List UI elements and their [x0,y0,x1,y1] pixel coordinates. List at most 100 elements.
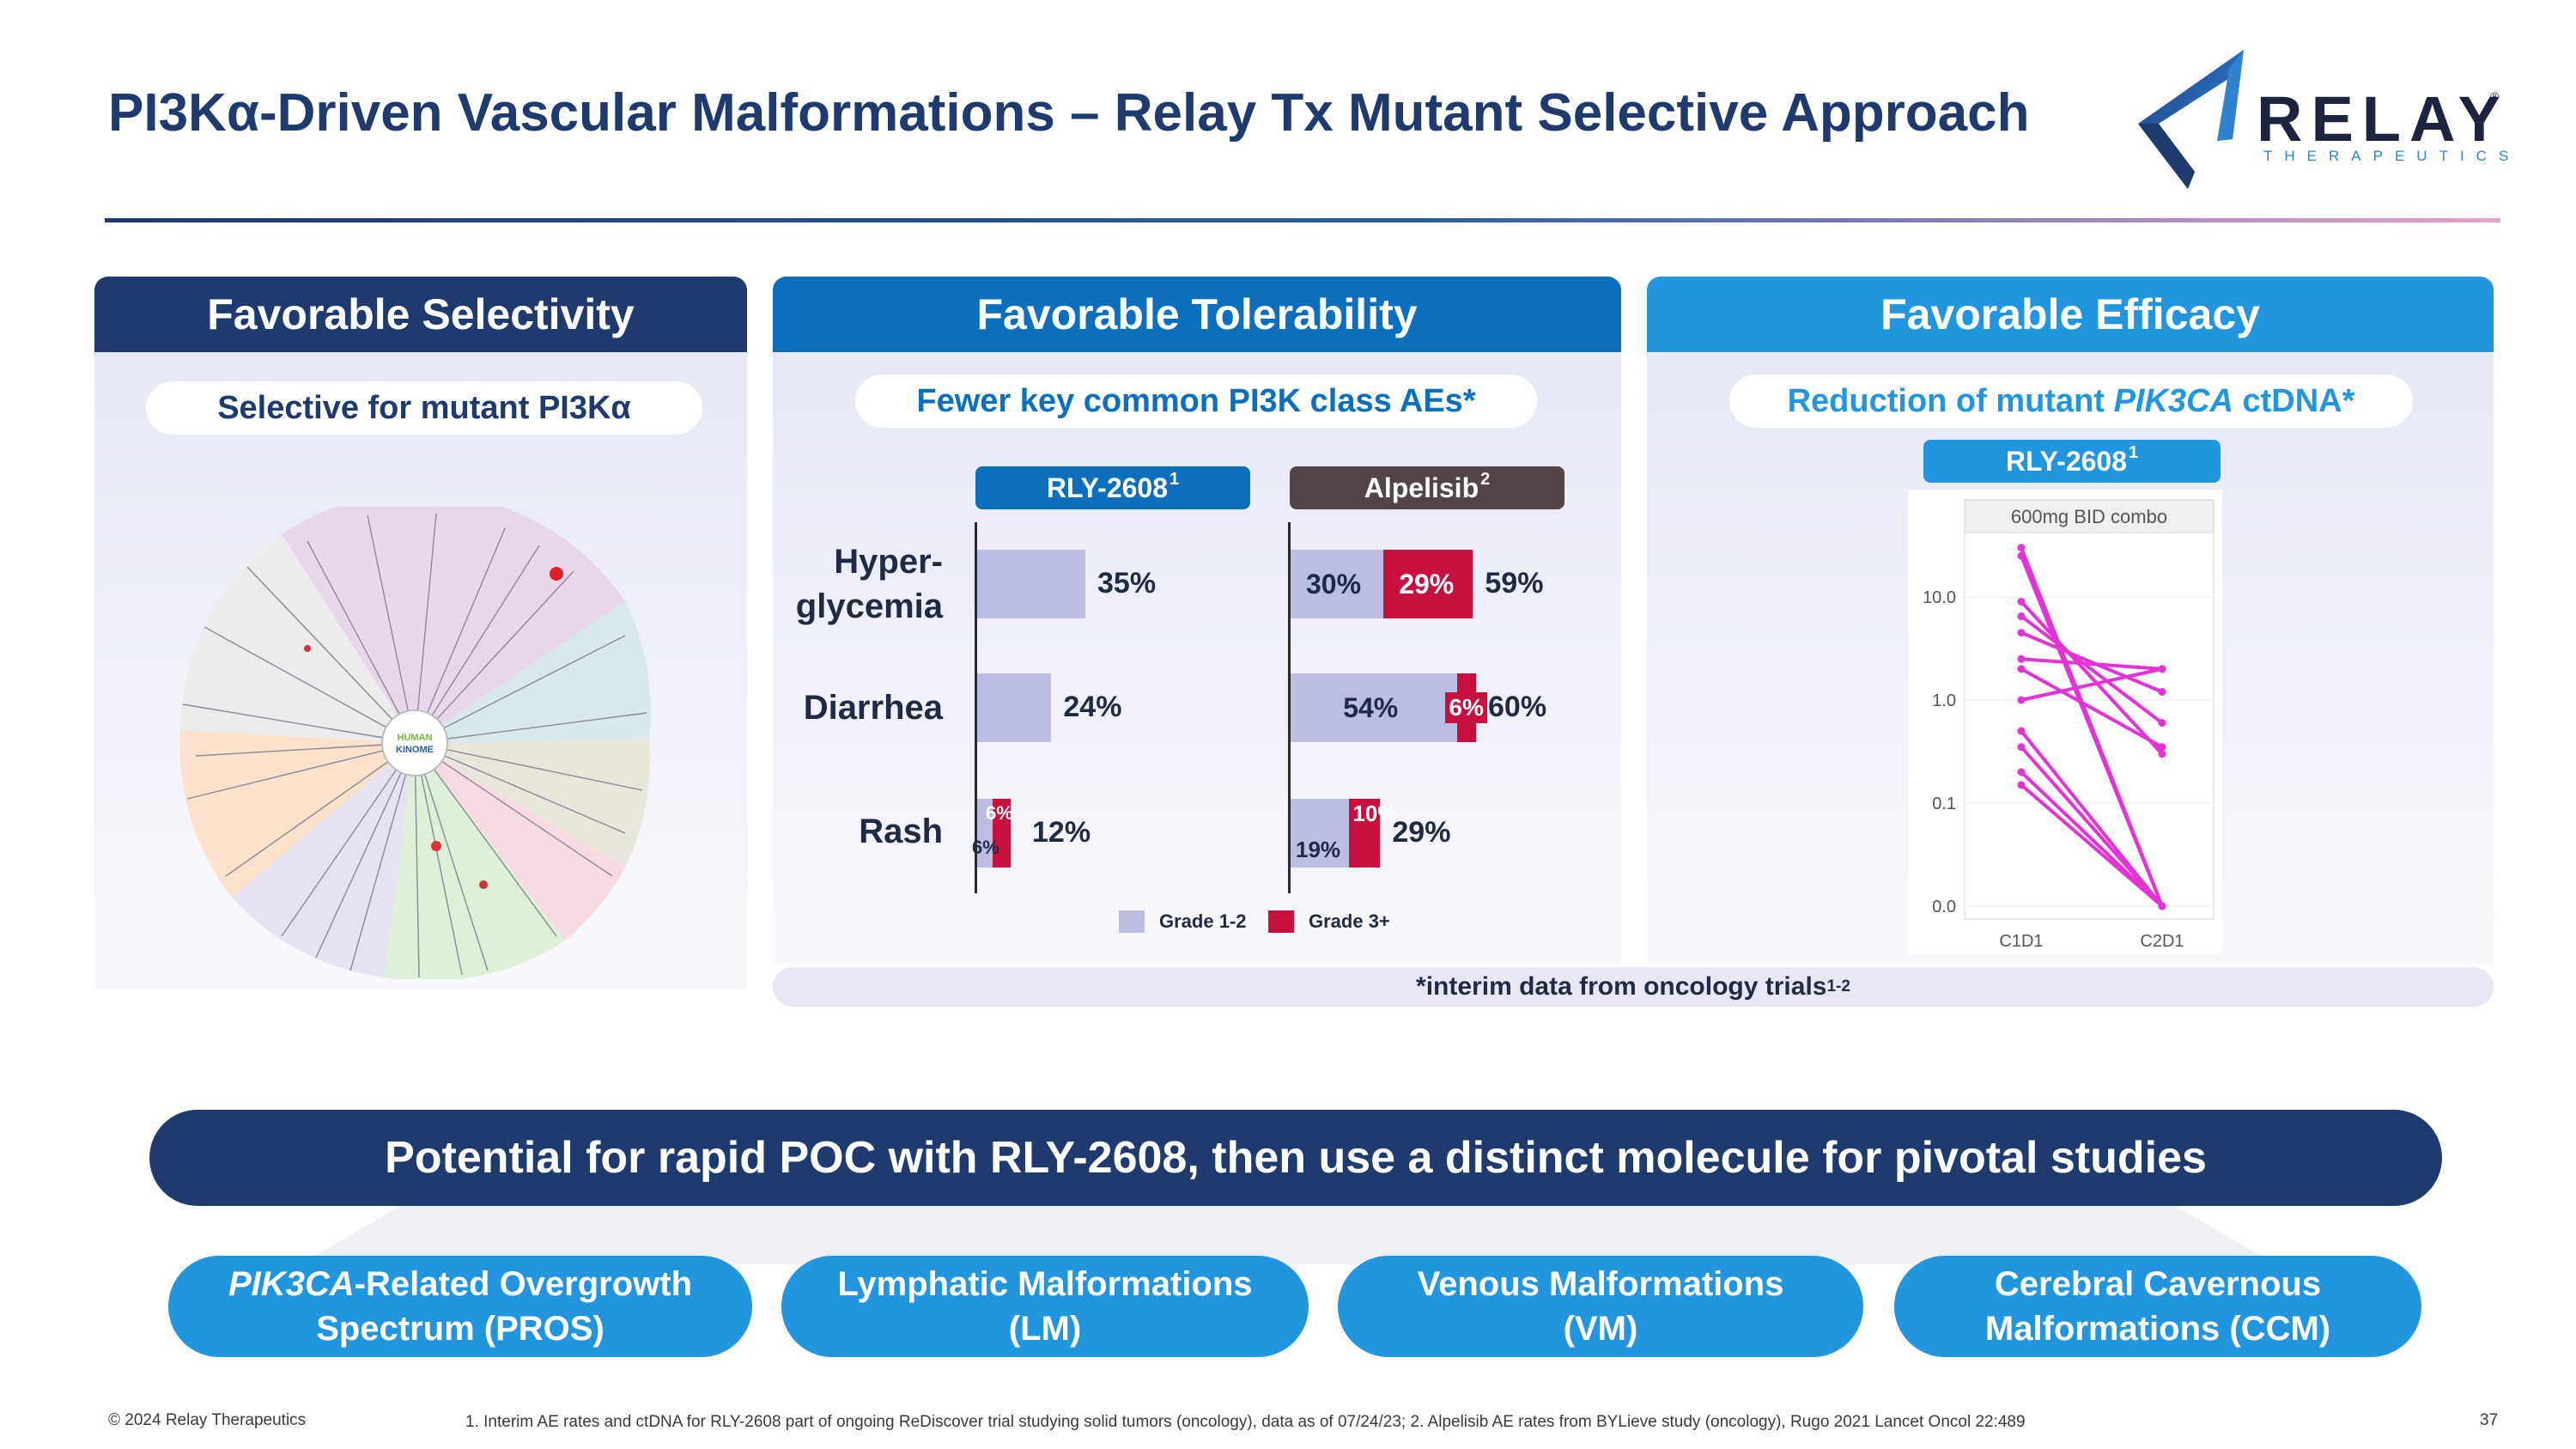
bar-grade12-label: 54% [1343,692,1399,723]
interim-footnote-text: *interim data from oncology trials [1416,972,1827,1001]
ctdna-point [2158,665,2166,673]
bar-grade12 [1291,673,1458,742]
efficacy-rly-tag-sup: 1 [2129,442,2139,462]
efficacy-subheading-pre: Reduction of mutant [1787,382,2114,419]
ctdna-point [2017,654,2026,663]
indication-line: (LM) [1008,1310,1082,1348]
selectivity-heading: Favorable Selectivity [94,277,747,352]
ctdna-point [2017,768,2026,776]
ctdna-point [2017,727,2026,735]
interim-footnote: *interim data from oncology trials 1-2 [773,967,2494,1007]
category-line: glycemia [795,588,943,625]
bar-grade12 [977,673,1052,742]
kinome-group-agc [282,507,625,743]
ctdna-point [2017,612,2026,620]
indication-line: Spectrum (PROS) [316,1310,605,1348]
ctdna-point [2158,687,2166,696]
ctdna-point [2158,719,2166,728]
ctdna-series-line [2020,667,2163,749]
copyright: © 2024 Relay Therapeutics [108,1411,307,1429]
ctdna-point [2158,902,2166,910]
references: 1. Interim AE rates and ctDNA for RLY-26… [465,1413,2026,1431]
kinome-label-human: HUMAN [398,733,433,743]
ctdna-y-tick-label: 1.0 [1932,691,1956,710]
ctdna-series-patient-12 [2017,781,2166,910]
alpelisib-tag: Alpelisib 2 [1290,466,1564,509]
indication-line: Malformations (CCM) [1984,1310,2331,1348]
ctdna-chart-title: 600mg BID combo [2011,506,2167,527]
ctdna-point [2017,544,2026,552]
kinome-group-camk [415,601,651,743]
rly-2608-tag-label: RLY-2608 [1046,472,1168,503]
ctdna-series-line [2020,729,2164,908]
bar-grade3-label: 6% [986,802,1013,824]
bar-grade12-label: 19% [1296,837,1341,862]
relay-logo-mark [2138,50,2244,189]
ctdna-y-tick-label: 10.0 [1923,588,1956,607]
indication-line: Cerebral Cavernous [1994,1265,2322,1303]
bar-total-label: 24% [1063,691,1122,723]
kinome-group-other [180,534,415,743]
alpelisib-tag-sup: 2 [1480,469,1491,489]
interim-footnote-bar [773,967,2494,1007]
legend-grade12-label: Grade 1-2 [1159,910,1247,932]
kinome-label-kinome: KINOME [396,745,434,755]
bar-grade12-label: 30% [1306,569,1362,600]
bar-grade12 [977,799,996,868]
indication-vm: Venous Malformations (VM) [1338,1256,1863,1357]
indication-gene: PIK3CA [228,1265,355,1303]
ctdna-x-tick-label: C1D1 [1999,932,2043,951]
title-divider [105,218,2500,222]
kinome-group-tk [385,743,565,979]
ctdna-point [2017,743,2026,752]
ctdna-series-line [2020,630,2163,694]
ctdna-series-line [2020,555,2164,907]
bar-grade3 [1383,550,1473,618]
indication-line: (VM) [1563,1310,1638,1348]
ctdna-point [2017,597,2026,606]
bar-grade12 [1291,550,1383,618]
bar-grade3-label: 29% [1399,569,1455,600]
ctdna-line-chart: 600mg BID combo 10.0 1.0 0.1 0.0 C1D1 C2D1 [1908,490,2222,953]
ctdna-series-patient-4 [2017,612,2166,728]
page-title: PI3Kα-Driven Vascular Malformations – Re… [108,83,2030,143]
ctdna-point [2158,743,2166,752]
indication-text: -Related Overgrowth [354,1265,693,1303]
bar-grade3-label: 6% [1445,692,1487,723]
rly-2608-tag-sup: 1 [1170,469,1180,489]
ctdna-point [2017,629,2026,637]
bar-total-label: 59% [1485,567,1544,600]
alpelisib-tag-label: Alpelisib [1364,472,1479,503]
indication-line: PIK3CA-Related Overgrowth [228,1262,692,1306]
ctdna-series-line [2020,667,2163,702]
alpelisib-axis [1288,522,1291,893]
bar-total-label: 35% [1097,567,1157,600]
bar-grade3 [1349,799,1381,868]
category-line: Hyper- [834,543,943,581]
kinome-tree-diagram: HUMAN KINOME [179,507,651,979]
ctdna-point [2158,750,2166,758]
indication-lm: Lymphatic Malformations (LM) [781,1256,1309,1357]
interim-footnote-sup: 1-2 [1826,977,1850,995]
rly-2608-tag: RLY-2608 1 [975,466,1250,509]
indication-pros: PIK3CA-Related Overgrowth Spectrum (PROS… [168,1256,752,1357]
ctdna-y-tick-label: 0.1 [1932,795,1956,813]
ctdna-point [2017,665,2026,673]
tolerability-heading: Favorable Tolerability [773,277,1621,352]
efficacy-rly-tag-label: RLY-2608 [2005,445,2127,477]
bar-grade12-label: 6% [972,837,999,858]
ctdna-series-patient-7 [2017,665,2166,752]
tolerability-subheading: Fewer key common PI3K class AEs* [855,374,1537,428]
logo-wordmark: RELAY [2257,83,2510,155]
logo-subtitle: THERAPEUTICS [2263,148,2521,164]
rly-axis [975,522,977,893]
indication-ccm: Cerebral Cavernous Malformations (CCM) [1894,1256,2421,1357]
ctdna-point [2017,781,2026,789]
ctdna-series-line [2020,657,2163,671]
bar-grade12 [977,550,1085,618]
logo-registered-mark: ® [2490,89,2500,103]
kinome-group-ck1 [415,739,650,868]
selectivity-subheading: Selective for mutant PI3Kα [146,381,702,435]
page-number: 37 [2480,1411,2499,1429]
category-label: Hyper- glycemia [756,539,943,629]
